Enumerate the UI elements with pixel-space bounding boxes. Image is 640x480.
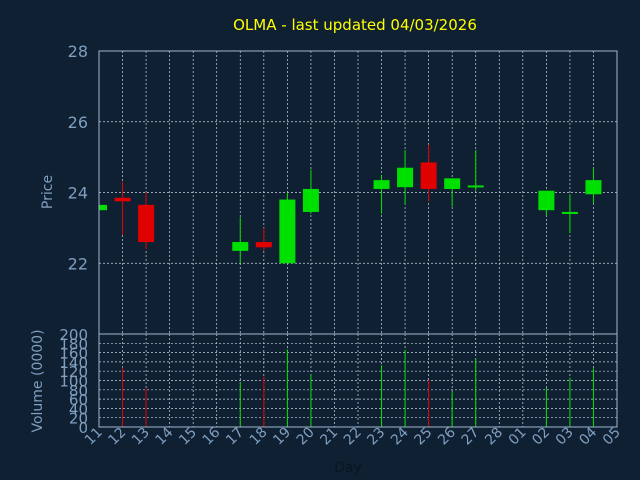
volume-tick-label: 100 (59, 373, 88, 391)
volume-tick-label: 140 (59, 354, 88, 372)
candle-body (99, 204, 107, 211)
price-tick-label: 28 (68, 42, 88, 61)
candle-body (467, 185, 484, 188)
day-tick-label: 23 (364, 425, 388, 449)
day-tick-label: 18 (247, 425, 271, 449)
volume-tick-label: 80 (69, 382, 88, 400)
volume-grid (99, 334, 617, 427)
candle-body (138, 204, 155, 243)
candle-body (114, 197, 131, 202)
day-tick-label: 01 (506, 425, 530, 449)
candle-body (279, 199, 296, 264)
day-tick-label: 12 (105, 425, 129, 449)
volume-tick-label: 60 (69, 391, 88, 409)
volume-tick-label: 180 (59, 335, 88, 353)
day-tick-label: 22 (341, 425, 365, 449)
price-tick-label: 24 (68, 184, 88, 203)
day-tick-label: 14 (153, 424, 177, 448)
day-tick-label: 28 (482, 425, 506, 449)
volume-bars (122, 349, 594, 427)
day-tick-label: 05 (600, 425, 624, 449)
candle-body (373, 180, 390, 189)
candle-body (538, 190, 555, 211)
candle-body (232, 242, 249, 251)
volume-tick-label: 0 (78, 419, 88, 437)
day-x-ticks: 11 12 13 14 15 16 17 18 19 20 21 22 23 24 25 26 27 28 01 02… (82, 424, 624, 448)
volume-tick-label: 40 (69, 400, 88, 418)
price-axis-label: Price (40, 175, 56, 209)
day-tick-label: 03 (553, 425, 577, 449)
day-tick-label: 02 (529, 425, 553, 449)
day-tick-label: 27 (459, 425, 483, 449)
volume-tick-label: 120 (59, 363, 88, 381)
candle-body (397, 167, 414, 188)
day-tick-label: 21 (317, 425, 341, 449)
day-tick-label: 19 (270, 425, 294, 449)
candle-body (561, 211, 578, 214)
candle-body (585, 180, 602, 195)
candle-body (444, 178, 461, 189)
day-tick-label: 17 (223, 425, 247, 449)
day-tick-label: 13 (129, 425, 153, 449)
candle-body (255, 242, 272, 248)
day-axis-label: Day (334, 460, 362, 476)
day-tick-label: 20 (294, 425, 318, 449)
volume-tick-label: 200 (59, 326, 88, 344)
candle-body (420, 162, 437, 189)
day-tick-label: 15 (176, 425, 200, 449)
day-tick-label: 25 (412, 425, 436, 449)
candle-body (302, 188, 319, 212)
price-tick-label: 22 (68, 254, 88, 273)
day-tick-label: 16 (200, 424, 224, 448)
day-tick-label: 26 (435, 424, 459, 448)
day-tick-label: 04 (576, 424, 600, 448)
price-y-ticks: 22 24 26 28 (68, 42, 88, 273)
chart-title: OLMA - last updated 04/03/2026 (233, 16, 477, 34)
price-tick-label: 26 (68, 113, 88, 132)
volume-axis-label: Volume (0000) (30, 329, 46, 432)
volume-tick-label: 160 (59, 345, 88, 363)
day-tick-label: 24 (388, 424, 412, 448)
volume-tick-label: 20 (69, 410, 88, 428)
candles (98, 144, 602, 264)
volume-panel-frame (98, 333, 618, 428)
